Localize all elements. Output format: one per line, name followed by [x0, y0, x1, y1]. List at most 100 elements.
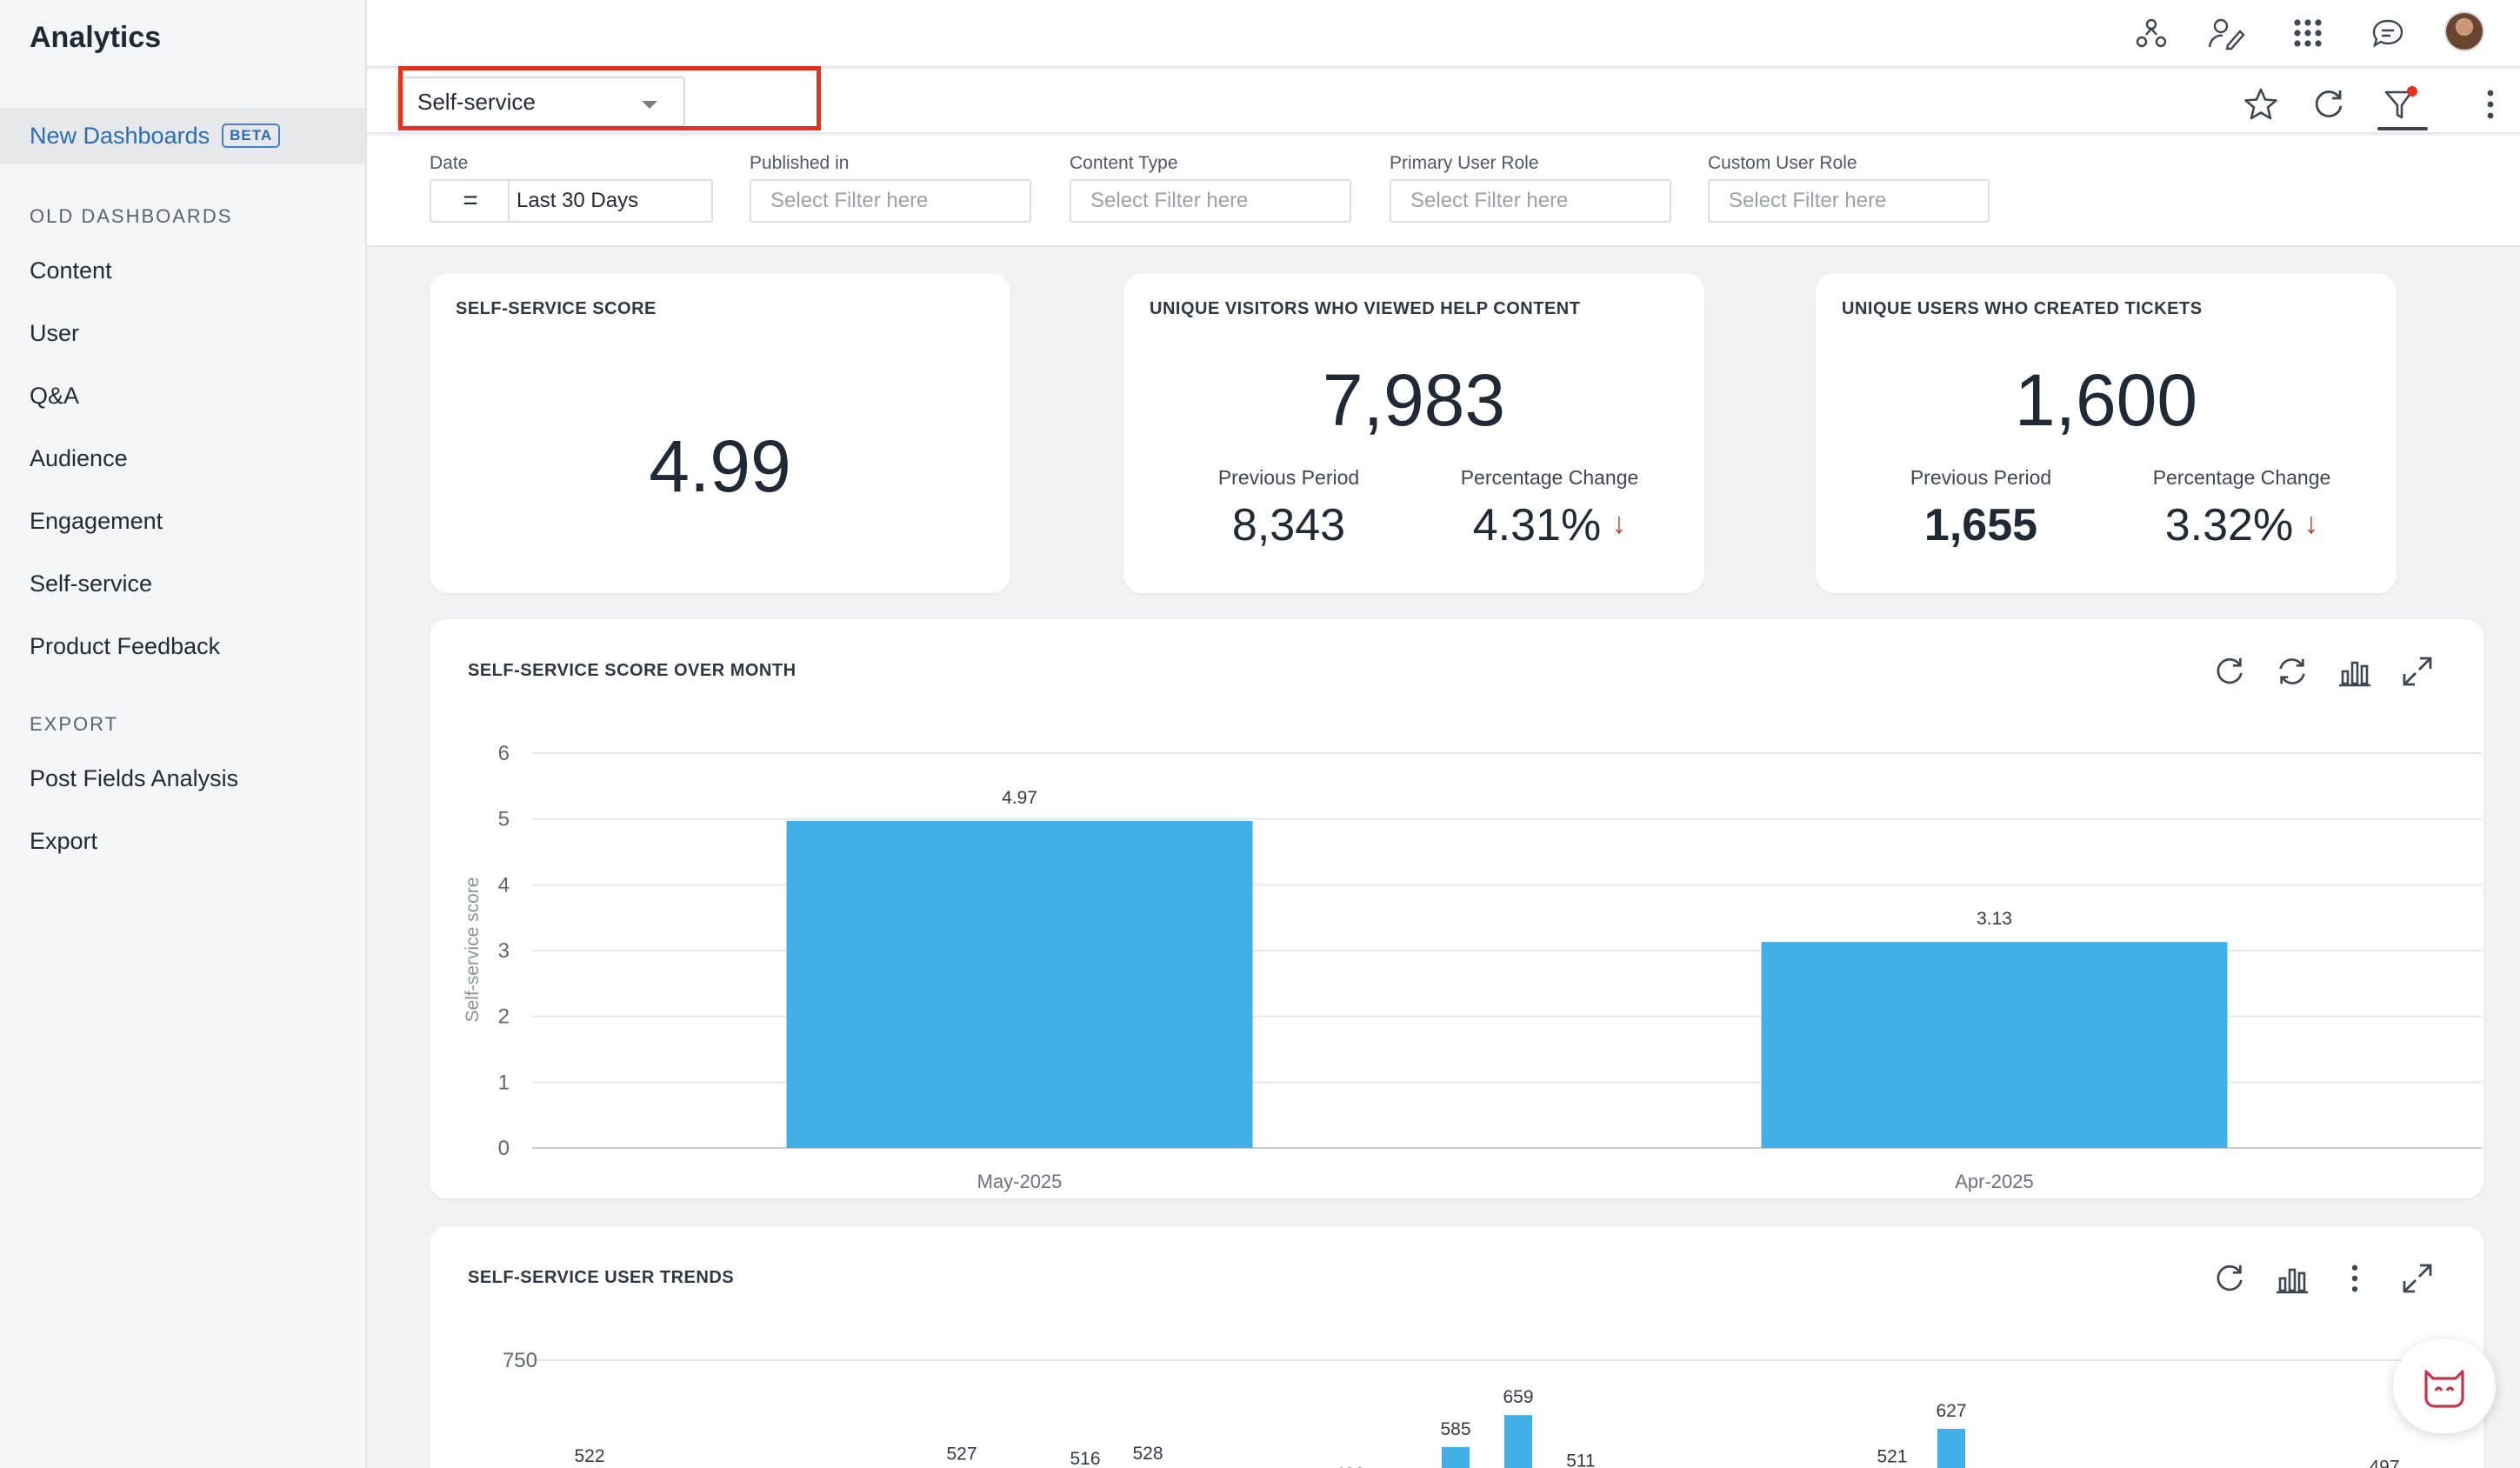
sidebar-item-engagement[interactable]: Engagement: [30, 508, 163, 534]
dashboard-bar: Self-service: [367, 70, 2520, 134]
data-label: 627: [1936, 1401, 1966, 1421]
expand-icon[interactable]: [2395, 649, 2440, 694]
more-vertical-icon[interactable]: [2332, 1256, 2377, 1301]
data-label: 497: [2369, 1457, 2399, 1468]
refresh-icon[interactable]: [2306, 82, 2351, 127]
chatbot-icon: [2424, 1370, 2464, 1408]
more-vertical-icon[interactable]: [2468, 82, 2513, 127]
data-label: 585: [1440, 1419, 1470, 1439]
panel-title: SELF-SERVICE SCORE OVER MONTH: [468, 661, 797, 680]
published-in-label: Published in: [750, 153, 850, 173]
chat-icon[interactable]: [2367, 12, 2409, 54]
y-tick-label: 6: [498, 742, 510, 765]
data-label: 4.97: [1002, 788, 1037, 808]
filter-bar: Date = Last 30 Days Published in Select …: [367, 136, 2520, 247]
y-tick-label: 0: [498, 1137, 510, 1160]
bar[interactable]: [1504, 1415, 1532, 1468]
bar[interactable]: [1761, 942, 2228, 1148]
sidebar-item-post-fields-analysis[interactable]: Post Fields Analysis: [30, 765, 239, 791]
x-tick-label: Apr-2025: [1955, 1171, 2034, 1192]
refresh-icon[interactable]: [2207, 1256, 2252, 1301]
data-label: 479: [1998, 1465, 2029, 1468]
kpi-value: 1,600: [2014, 359, 2198, 441]
data-label: 528: [1132, 1444, 1163, 1464]
refresh-icon[interactable]: [2207, 649, 2252, 694]
sidebar-item-content[interactable]: Content: [30, 257, 112, 284]
primary-user-role-label: Primary User Role: [1390, 153, 1539, 173]
data-label: 527: [946, 1445, 977, 1465]
kpi-value: 7,983: [1322, 359, 1506, 441]
user-trends-bar-chart: 750 522 527 516 528 480 585 659 511 521 627 479 497: [503, 1349, 2482, 1468]
section-export: EXPORT: [30, 713, 119, 735]
star-icon[interactable]: [2238, 82, 2283, 127]
custom-user-role-filter[interactable]: Select Filter here: [1708, 179, 1990, 223]
percentage-change-text: 3.32%: [2164, 500, 2294, 550]
bar-chart-icon[interactable]: [2270, 1256, 2315, 1301]
content-type-label: Content Type: [1070, 153, 1178, 173]
y-axis-label: Self-service score: [463, 877, 483, 1023]
percentage-change-value: 4.31% ↓: [1419, 499, 1680, 551]
previous-period-value: 1,655: [1923, 500, 2038, 550]
date-range-select[interactable]: Last 30 Days: [508, 179, 713, 223]
data-label: 521: [1877, 1447, 1907, 1467]
sync-icon[interactable]: [2270, 649, 2315, 694]
custom-user-role-label: Custom User Role: [1708, 153, 1857, 173]
top-bar: [367, 0, 2520, 68]
sidebar-item-self-service[interactable]: Self-service: [30, 571, 153, 597]
y-tick-label: 750: [503, 1349, 537, 1372]
filter-active-underline: [2377, 127, 2428, 130]
chatbot-launcher-button[interactable]: [2393, 1339, 2496, 1433]
percentage-change-value: 3.32% ↓: [2111, 499, 2372, 551]
bar[interactable]: [1937, 1429, 1965, 1468]
section-old-dashboards: OLD DASHBOARDS: [30, 205, 233, 227]
sidebar-item-user[interactable]: User: [30, 320, 80, 346]
bar-chart-icon[interactable]: [2332, 649, 2377, 694]
sidebar-item-product-feedback[interactable]: Product Feedback: [30, 633, 221, 659]
previous-period-label: Previous Period: [1217, 466, 1360, 489]
published-in-filter[interactable]: Select Filter here: [750, 179, 1031, 223]
data-label: 3.13: [1977, 909, 2012, 929]
sidebar-item-label: New Dashboards: [30, 122, 210, 149]
kpi-title: SELF-SERVICE SCORE: [456, 299, 657, 318]
expand-icon[interactable]: [2395, 1256, 2440, 1301]
kpi-title: UNIQUE VISITORS WHO VIEWED HELP CONTENT: [1150, 299, 1581, 318]
kpi-title: UNIQUE USERS WHO CREATED TICKETS: [1842, 299, 2203, 318]
kpi-card-unique-users-tickets: UNIQUE USERS WHO CREATED TICKETS 1,600 P…: [1816, 273, 2397, 593]
apps-grid-icon[interactable]: [2287, 12, 2329, 54]
sidebar-item-export[interactable]: Export: [30, 828, 98, 854]
bar[interactable]: [786, 820, 1253, 1148]
avatar[interactable]: [2444, 11, 2484, 51]
arrow-down-icon: ↓: [1611, 507, 1627, 540]
community-icon[interactable]: [2130, 12, 2172, 54]
date-filter-label: Date: [430, 153, 469, 173]
data-label: 480: [1334, 1465, 1364, 1468]
percentage-change-text: 4.31%: [1472, 500, 1602, 550]
filter-icon[interactable]: [2379, 82, 2424, 127]
dashboard-select[interactable]: Self-service: [397, 77, 685, 127]
sidebar: Analytics New Dashboards BETA OLD DASHBO…: [0, 0, 367, 1468]
chevron-down-icon: [642, 101, 657, 109]
sidebar-item-new-dashboards[interactable]: New Dashboards BETA: [0, 108, 365, 163]
date-operator[interactable]: =: [430, 179, 510, 223]
data-label: 659: [1503, 1387, 1533, 1407]
content-type-filter[interactable]: Select Filter here: [1070, 179, 1351, 223]
app-title: Analytics: [30, 21, 162, 54]
dashboard-select-value: Self-service: [417, 88, 536, 115]
x-tick-label: May-2025: [977, 1171, 1063, 1192]
sidebar-item-audience[interactable]: Audience: [30, 445, 128, 471]
user-edit-icon[interactable]: [2205, 12, 2247, 54]
kpi-card-unique-visitors: UNIQUE VISITORS WHO VIEWED HELP CONTENT …: [1123, 273, 1704, 593]
panel-title: SELF-SERVICE USER TRENDS: [468, 1268, 735, 1287]
arrow-down-icon: ↓: [2303, 507, 2319, 540]
bar[interactable]: [1442, 1446, 1470, 1468]
percentage-change-label: Percentage Change: [2152, 466, 2331, 489]
panel-user-trends: SELF-SERVICE USER TRENDS 750 522 527 516 528…: [430, 1226, 2483, 1468]
y-tick-label: 1: [498, 1071, 510, 1094]
sidebar-item-qa[interactable]: Q&A: [30, 383, 80, 409]
data-label: 522: [574, 1446, 604, 1466]
score-bar-chart: 0 1 2 3 4 5 6 4.97 May-2025 3.13 Apr-2025 Self-ser…: [463, 742, 2482, 1192]
primary-user-role-filter[interactable]: Select Filter here: [1390, 179, 1671, 223]
panel-score-over-month: SELF-SERVICE SCORE OVER MONTH 0 1 2 3 4 5 6 4.9…: [430, 619, 2483, 1198]
y-tick-label: 3: [498, 939, 510, 963]
y-tick-label: 5: [498, 808, 510, 831]
